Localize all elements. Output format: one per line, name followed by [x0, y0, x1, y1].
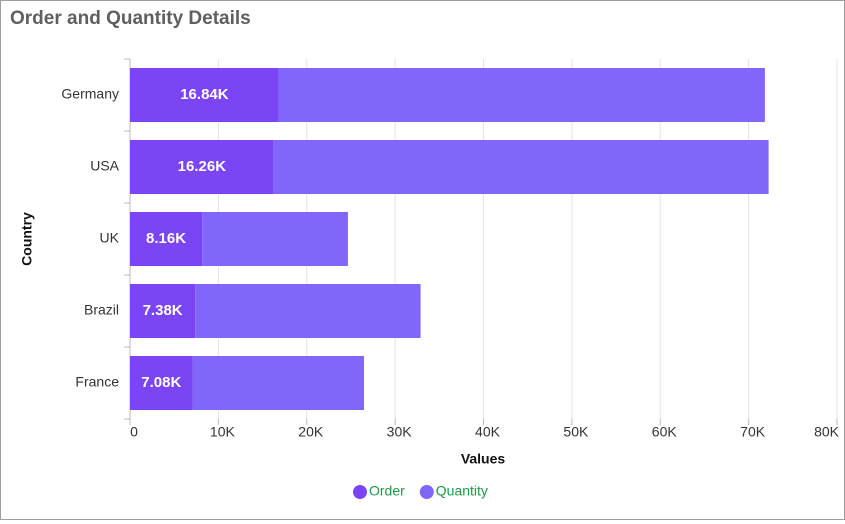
data-label: 7.08K	[141, 374, 181, 391]
data-label: 16.26K	[178, 158, 227, 175]
bar-segment	[130, 284, 196, 338]
x-tick-label: 0	[130, 424, 138, 440]
legend-marker	[419, 485, 434, 499]
data-label: 16.84K	[180, 86, 229, 103]
y-tick-label: USA	[90, 158, 119, 174]
bar-segment	[195, 284, 421, 338]
x-tick-label: 30K	[387, 424, 413, 440]
x-tick-label: 60K	[652, 424, 678, 440]
x-tick-label: 50K	[563, 424, 589, 440]
bar-segment	[130, 68, 279, 122]
bar-segment	[273, 140, 769, 194]
bar-segment	[130, 356, 193, 410]
x-tick-label: 10K	[210, 424, 236, 440]
y-tick-label: France	[75, 374, 119, 390]
y-tick-label: UK	[100, 230, 120, 246]
x-tick-label: 80K	[814, 424, 840, 440]
legend-label: Quantity	[436, 483, 488, 499]
y-tick-label: Brazil	[84, 302, 119, 318]
legend-marker	[353, 485, 367, 499]
x-tick-label: 20K	[298, 424, 324, 440]
chart-title: Order and Quantity Details	[10, 8, 251, 29]
bar-segment	[130, 212, 203, 266]
bar-segment	[202, 212, 348, 266]
legend-label: Order	[369, 483, 405, 499]
data-label: 8.16K	[146, 230, 186, 247]
y-tick-label: Germany	[61, 86, 119, 102]
y-axis-title: Country	[19, 212, 35, 266]
bar-segment	[130, 140, 274, 194]
x-tick-label: 70K	[740, 424, 766, 440]
bar-segment	[278, 68, 765, 122]
bar-segment	[192, 356, 365, 410]
x-axis-title: Values	[461, 451, 506, 467]
x-tick-label: 40K	[475, 424, 501, 440]
data-label: 7.38K	[143, 302, 183, 319]
